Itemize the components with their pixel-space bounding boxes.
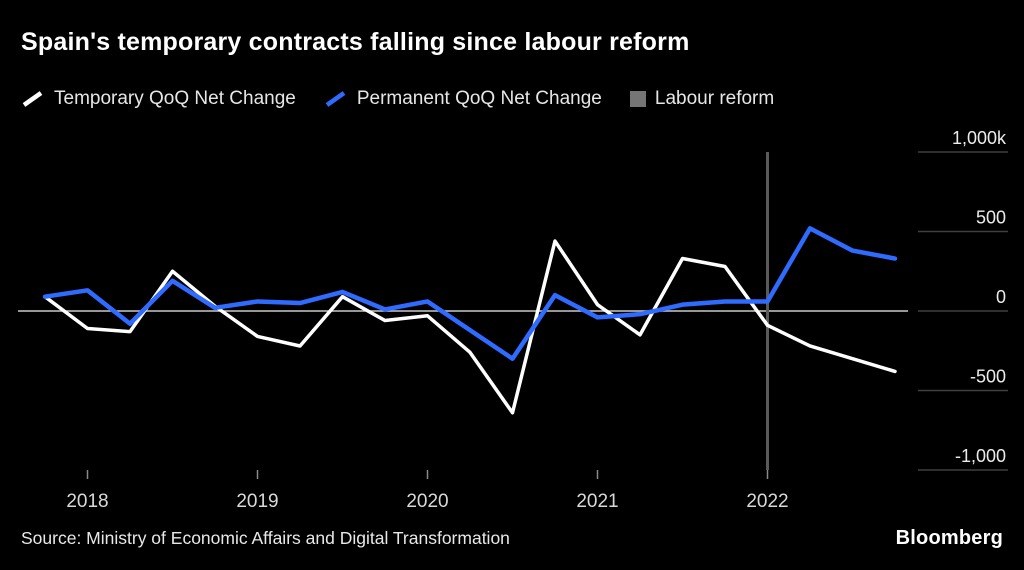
x-axis-label: 2020	[406, 491, 448, 512]
legend-item-0: Temporary QoQ Net Change	[21, 88, 296, 110]
x-axis-label: 2018	[66, 491, 108, 512]
legend-label-1: Permanent QoQ Net Change	[356, 88, 602, 109]
temporary-line-icon	[22, 91, 43, 107]
legend-item-2: Labour reform	[629, 88, 775, 110]
y-axis-label: 0	[996, 287, 1006, 307]
labour-reform-swatch-icon	[629, 91, 646, 107]
x-axis-label: 2019	[236, 491, 278, 512]
line-chart: 1,000k 500 0 -500 -1,000 2018 2019 2020 2021 2022	[18, 128, 1008, 512]
series-line-1	[42, 226, 898, 361]
y-axis-label: 500	[976, 208, 1006, 228]
y-axis-label: -500	[970, 367, 1006, 387]
legend: Temporary QoQ Net Change Permanent QoQ Ne…	[21, 88, 774, 110]
x-axis-label: 2022	[746, 491, 788, 512]
bloomberg-logo: Bloomberg	[895, 527, 1003, 549]
y-axis-label: -1,000	[955, 446, 1006, 466]
y-axis-label: 1,000k	[952, 128, 1007, 148]
x-axis-label: 2021	[576, 491, 618, 512]
legend-label-0: Temporary QoQ Net Change	[54, 88, 296, 109]
chart-title: Spain's temporary contracts falling sinc…	[21, 28, 690, 56]
footer: Source: Ministry of Economic Affairs and…	[21, 527, 1003, 550]
legend-item-1: Permanent QoQ Net Change	[324, 88, 602, 110]
source-note: Source: Ministry of Economic Affairs and…	[21, 528, 510, 548]
series-line-0	[43, 239, 897, 415]
legend-label-2: Labour reform	[654, 88, 775, 109]
permanent-line-icon	[325, 91, 346, 107]
